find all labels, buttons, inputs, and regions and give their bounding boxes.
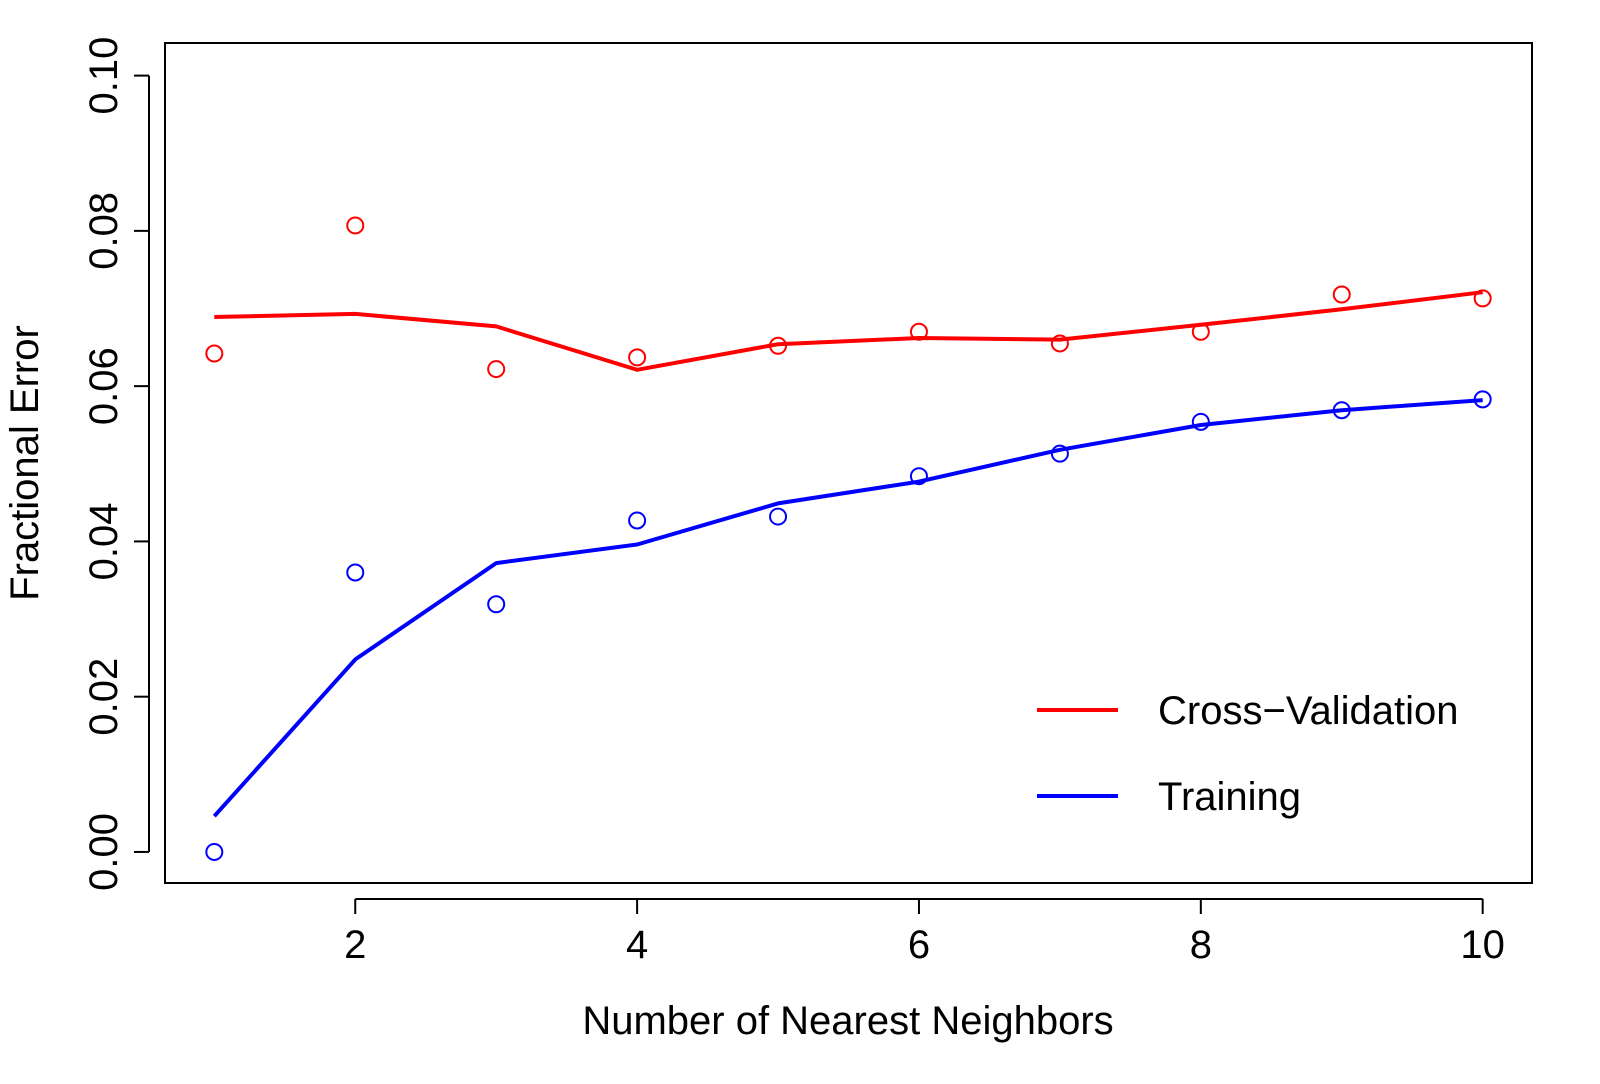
legend-label-cross-validation: Cross−Validation bbox=[1158, 689, 1459, 733]
x-tick-label: 2 bbox=[344, 923, 366, 967]
data-point-cross-validation bbox=[1473, 289, 1492, 308]
data-point-cross-validation bbox=[769, 336, 788, 355]
series-training bbox=[205, 390, 1492, 861]
data-point-training bbox=[909, 467, 928, 486]
y-axis-title: Fractional Error bbox=[3, 325, 47, 601]
data-point-cross-validation bbox=[1191, 322, 1210, 341]
y-tick-label: 0.00 bbox=[82, 813, 126, 891]
legend-label-training: Training bbox=[1158, 775, 1301, 819]
data-point-cross-validation bbox=[487, 360, 506, 379]
data-point-cross-validation bbox=[1050, 334, 1069, 353]
data-point-cross-validation bbox=[628, 348, 647, 367]
data-point-cross-validation bbox=[346, 216, 365, 235]
series-line-cross-validation bbox=[214, 290, 1483, 372]
series-cross-validation bbox=[205, 216, 1492, 379]
data-point-training bbox=[205, 842, 224, 861]
y-axis: 0.00 0.02 0.04 0.06 0.08 0.10 bbox=[82, 37, 150, 891]
data-point-training bbox=[1473, 390, 1492, 409]
data-point-cross-validation bbox=[205, 344, 224, 363]
y-tick-label: 0.08 bbox=[82, 192, 126, 270]
y-tick-label: 0.04 bbox=[82, 502, 126, 580]
x-axis-title: Number of Nearest Neighbors bbox=[582, 999, 1113, 1043]
y-tick-label: 0.02 bbox=[82, 658, 126, 736]
plot-frame bbox=[164, 42, 1533, 884]
data-point-cross-validation bbox=[909, 322, 928, 341]
x-tick-label: 6 bbox=[908, 923, 930, 967]
data-point-training bbox=[1050, 444, 1069, 463]
x-tick-label: 10 bbox=[1460, 923, 1505, 967]
x-axis: 2 4 6 8 10 bbox=[344, 898, 1505, 967]
data-point-training bbox=[1191, 412, 1210, 431]
data-point-training bbox=[628, 511, 647, 530]
series-layer bbox=[205, 216, 1492, 861]
x-tick-label: 8 bbox=[1190, 923, 1212, 967]
series-line-training bbox=[212, 398, 1483, 818]
data-point-training bbox=[346, 563, 365, 582]
data-point-training bbox=[769, 507, 788, 526]
data-point-cross-validation bbox=[1332, 285, 1351, 304]
data-point-training bbox=[1332, 401, 1351, 420]
legend: Cross−Validation Training bbox=[1037, 689, 1459, 819]
data-point-training bbox=[487, 595, 506, 614]
x-tick-label: 4 bbox=[626, 923, 648, 967]
y-tick-label: 0.06 bbox=[82, 347, 126, 425]
y-tick-label: 0.10 bbox=[82, 37, 126, 115]
